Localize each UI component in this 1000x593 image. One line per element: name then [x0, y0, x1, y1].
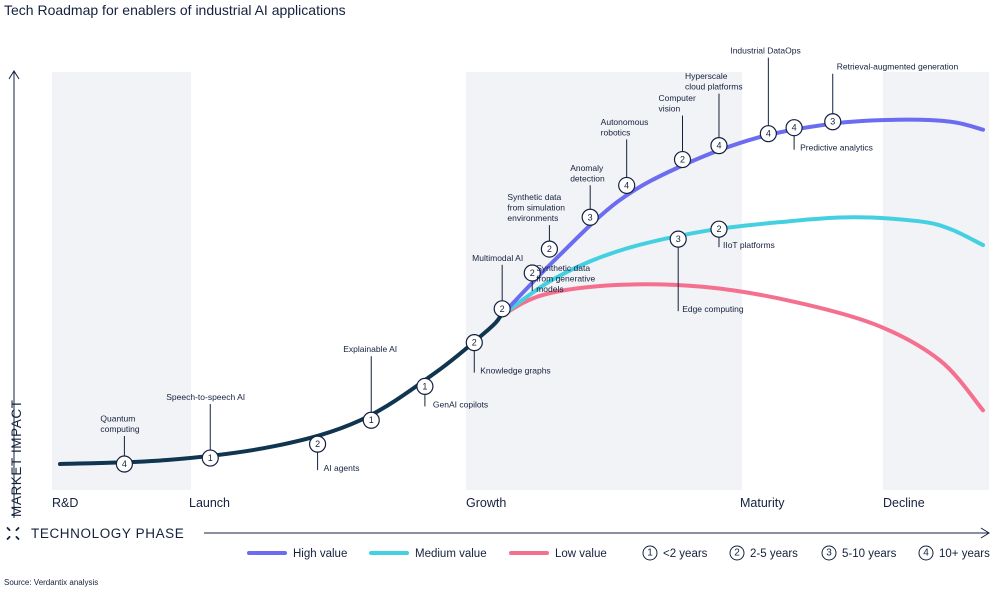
legend: High value Medium value Low value 1 <2 y…: [247, 545, 990, 561]
y-axis-title: MARKET IMPACT: [9, 399, 24, 517]
marker-number: 3: [830, 117, 835, 127]
phase-label-launch: Launch: [189, 496, 230, 510]
marker-label: Edge computing: [682, 304, 744, 314]
marker-circle: [824, 113, 842, 131]
legend-label-5to10: 5-10 years: [842, 548, 897, 560]
marker-label: Industrial DataOps: [730, 46, 800, 56]
marker-label: Predictive analytics: [800, 143, 873, 153]
marker-label: Retrieval-augmented generation: [837, 62, 959, 72]
marker-number: 2: [680, 155, 685, 165]
marker-circle: [785, 119, 803, 137]
marker-label: Computer vision: [658, 93, 695, 114]
legend-label-low: Low value: [555, 548, 607, 560]
marker-number: 2: [716, 224, 721, 234]
marker-label: Anomaly detection: [570, 163, 605, 184]
legend-label-10plus: 10+ years: [939, 548, 990, 560]
series-line-launch: [58, 314, 502, 466]
marker-circle: [710, 220, 728, 238]
phase-label-rnd: R&D: [52, 496, 78, 510]
marker-number: 2: [530, 268, 535, 278]
legend-circle-1: [642, 545, 658, 561]
band-decline: [883, 72, 989, 490]
marker-circle: [308, 435, 327, 453]
legend-circle-3: [821, 545, 837, 561]
y-axis-arrow: [8, 70, 20, 80]
marker-number: 4: [716, 141, 721, 151]
marker-number: 2: [315, 439, 320, 449]
marker-label: AI agents: [324, 463, 360, 473]
legend-circle-2: [729, 545, 745, 561]
marker-number: 4: [122, 459, 127, 469]
marker-circle: [416, 377, 434, 396]
marker-number: 2: [472, 338, 477, 348]
marker-number: 1: [208, 453, 213, 463]
marker-circle: [465, 334, 483, 352]
x-axis-title: TECHNOLOGY PHASE: [31, 526, 184, 541]
legend-label-medium: Medium value: [415, 548, 487, 560]
phase-label-growth: Growth: [466, 496, 506, 510]
marker-label: Knowledge graphs: [480, 366, 550, 376]
legend-circle-4: [918, 545, 934, 561]
technology-markers: 4 Quantum computing 1 Speech-to-speech AI 2 AI…: [100, 46, 958, 473]
legend-circle-num-4: 4: [923, 548, 929, 559]
marker-number: 2: [500, 304, 505, 314]
legend-circle-num-3: 3: [826, 548, 832, 559]
marker-number: 1: [369, 415, 374, 425]
marker-circle: [540, 240, 559, 258]
marker-circle: [669, 230, 687, 248]
phase-label-decline: Decline: [883, 496, 925, 510]
marker-number: 4: [792, 123, 797, 133]
marker-label: Explainable AI: [343, 344, 397, 354]
x-axis-arrow: [980, 527, 990, 539]
marker-circle: [673, 150, 692, 169]
marker-label: GenAI copilots: [433, 399, 488, 409]
marker-label: Synthetic data from simulation environment…: [507, 192, 565, 223]
legend-circle-num-1: 1: [647, 548, 653, 559]
marker-circle: [362, 411, 380, 429]
marker-label: Autonomous robotics: [601, 117, 649, 138]
series-line-medium-value: [498, 215, 985, 319]
band-growth: [466, 72, 742, 490]
marker-label: Quantum computing: [100, 414, 139, 435]
marker-number: 4: [766, 129, 771, 139]
marker-label: IIoT platforms: [723, 240, 775, 250]
chart-title: Tech Roadmap for enablers of industrial …: [4, 2, 346, 18]
marker-circle: [493, 300, 511, 318]
marker-circle: [710, 137, 728, 155]
marker-circle: [759, 125, 777, 143]
x-axis-icon: [6, 527, 20, 540]
legend-label-2to5: 2-5 years: [750, 548, 798, 560]
source-note: Source: Verdantix analysis: [4, 578, 98, 587]
marker-circle: [618, 176, 636, 195]
marker-label: Multimodal AI: [472, 253, 523, 263]
marker-circle: [523, 264, 541, 282]
series-line-high-value: [498, 117, 985, 319]
marker-number: 1: [422, 381, 427, 391]
marker-number: 3: [676, 234, 681, 244]
marker-circle: [115, 455, 133, 473]
marker-circle: [581, 208, 599, 226]
phase-label-maturity: Maturity: [740, 496, 785, 510]
marker-label: Hyperscale cloud platforms: [685, 71, 743, 92]
series-line-low-value: [498, 282, 985, 413]
marker-circle: [201, 449, 219, 467]
marker-number: 4: [624, 180, 629, 190]
legend-circle-num-2: 2: [734, 548, 740, 559]
marker-label: Synthetic data from generative models: [536, 263, 595, 294]
legend-label-lt2: <2 years: [663, 548, 708, 560]
marker-number: 2: [547, 244, 552, 254]
marker-number: 3: [588, 212, 593, 222]
marker-label: Speech-to-speech AI: [166, 392, 245, 402]
legend-label-high: High value: [293, 548, 347, 560]
band-rnd: [52, 72, 191, 490]
